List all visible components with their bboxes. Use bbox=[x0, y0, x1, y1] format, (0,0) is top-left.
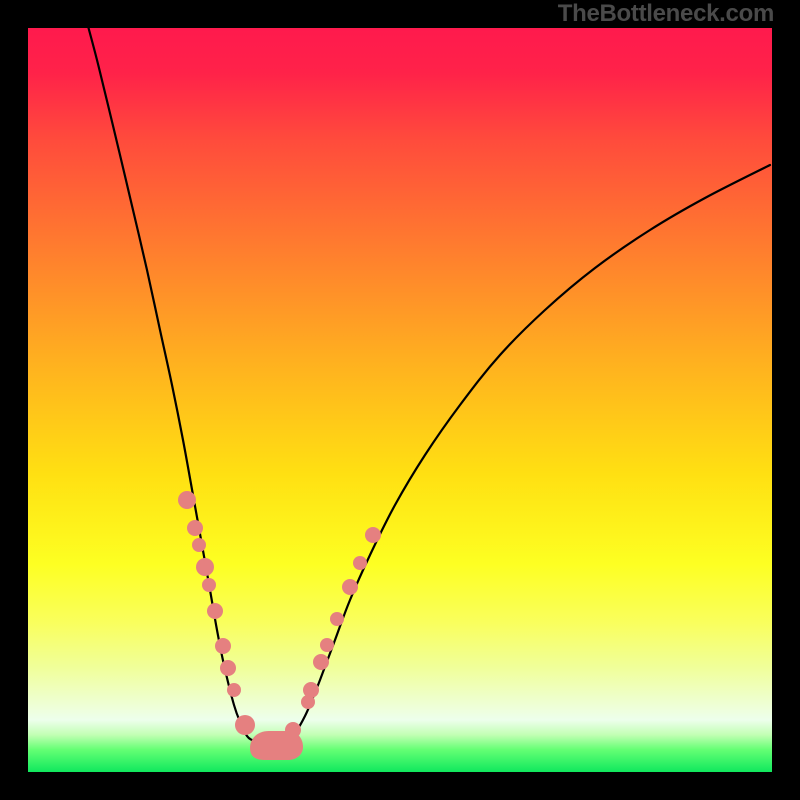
chart-svg bbox=[0, 0, 800, 800]
scatter-dot bbox=[227, 683, 241, 697]
scatter-dot bbox=[330, 612, 344, 626]
scatter-dot bbox=[365, 527, 381, 543]
scatter-dot bbox=[235, 715, 255, 735]
scatter-dot bbox=[207, 603, 223, 619]
bottom-capsule bbox=[250, 731, 303, 760]
scatter-dot bbox=[342, 579, 358, 595]
scatter-dot bbox=[192, 538, 206, 552]
scatter-dot bbox=[313, 654, 329, 670]
scatter-dot bbox=[353, 556, 367, 570]
scatter-dot bbox=[196, 558, 214, 576]
plot-background bbox=[28, 28, 772, 772]
scatter-dot bbox=[202, 578, 216, 592]
scatter-dot bbox=[187, 520, 203, 536]
scatter-dot bbox=[320, 638, 334, 652]
scatter-dot bbox=[301, 695, 315, 709]
scatter-dot bbox=[178, 491, 196, 509]
watermark-text: TheBottleneck.com bbox=[558, 0, 774, 28]
scatter-dot bbox=[220, 660, 236, 676]
scatter-dot bbox=[215, 638, 231, 654]
chart-frame: TheBottleneck.com bbox=[0, 0, 800, 800]
